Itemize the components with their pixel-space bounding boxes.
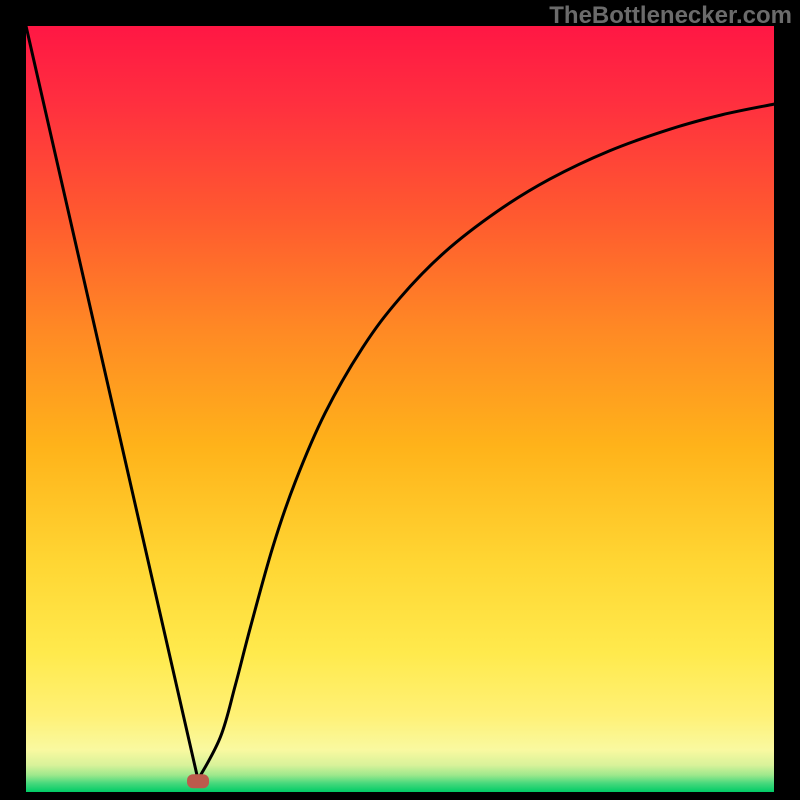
- optimal-point-marker: [187, 774, 209, 788]
- bottleneck-chart: [0, 0, 800, 800]
- plot-background: [26, 26, 774, 792]
- chart-container: TheBottlenecker.com: [0, 0, 800, 800]
